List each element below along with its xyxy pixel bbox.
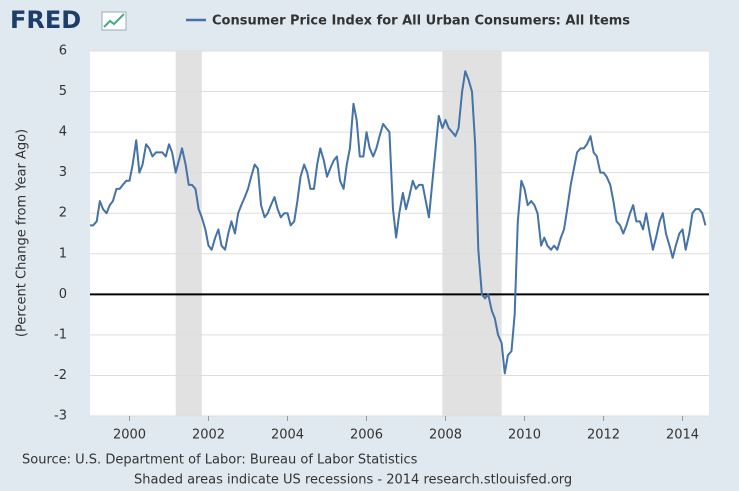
series-line bbox=[90, 70, 707, 375]
logo: FRED bbox=[10, 6, 81, 34]
x-tick-label: 2012 bbox=[587, 428, 620, 443]
y-tick-label: 6 bbox=[59, 44, 67, 59]
y-tick-label: -3 bbox=[54, 409, 67, 424]
x-tick-label: 2008 bbox=[429, 428, 462, 443]
note: Shaded areas indicate US recessions - 20… bbox=[134, 473, 572, 488]
y-tick-label: 1 bbox=[59, 246, 67, 261]
x-tick-label: 2004 bbox=[271, 428, 304, 443]
legend-label: Consumer Price Index for All Urban Consu… bbox=[212, 14, 630, 29]
y-axis-label: (Percent Change from Year Ago) bbox=[15, 129, 30, 337]
recession-band bbox=[442, 51, 502, 416]
y-tick-label: 4 bbox=[59, 125, 67, 140]
y-tick-label: 0 bbox=[59, 287, 67, 302]
recession-band bbox=[175, 51, 202, 416]
y-tick-label: -2 bbox=[54, 368, 67, 383]
y-tick-label: 2 bbox=[59, 206, 67, 221]
x-tick-label: 2006 bbox=[350, 428, 383, 443]
source: Source: U.S. Department of Labor: Bureau… bbox=[22, 453, 418, 468]
y-tick-label: -1 bbox=[54, 327, 67, 342]
x-tick-label: 2000 bbox=[113, 428, 146, 443]
y-tick-label: 5 bbox=[59, 84, 67, 99]
y-tick-label: 3 bbox=[59, 165, 67, 180]
x-tick-label: 2002 bbox=[192, 428, 225, 443]
x-tick-label: 2010 bbox=[508, 428, 541, 443]
x-tick-label: 2014 bbox=[666, 428, 699, 443]
logo-icon bbox=[101, 11, 127, 31]
